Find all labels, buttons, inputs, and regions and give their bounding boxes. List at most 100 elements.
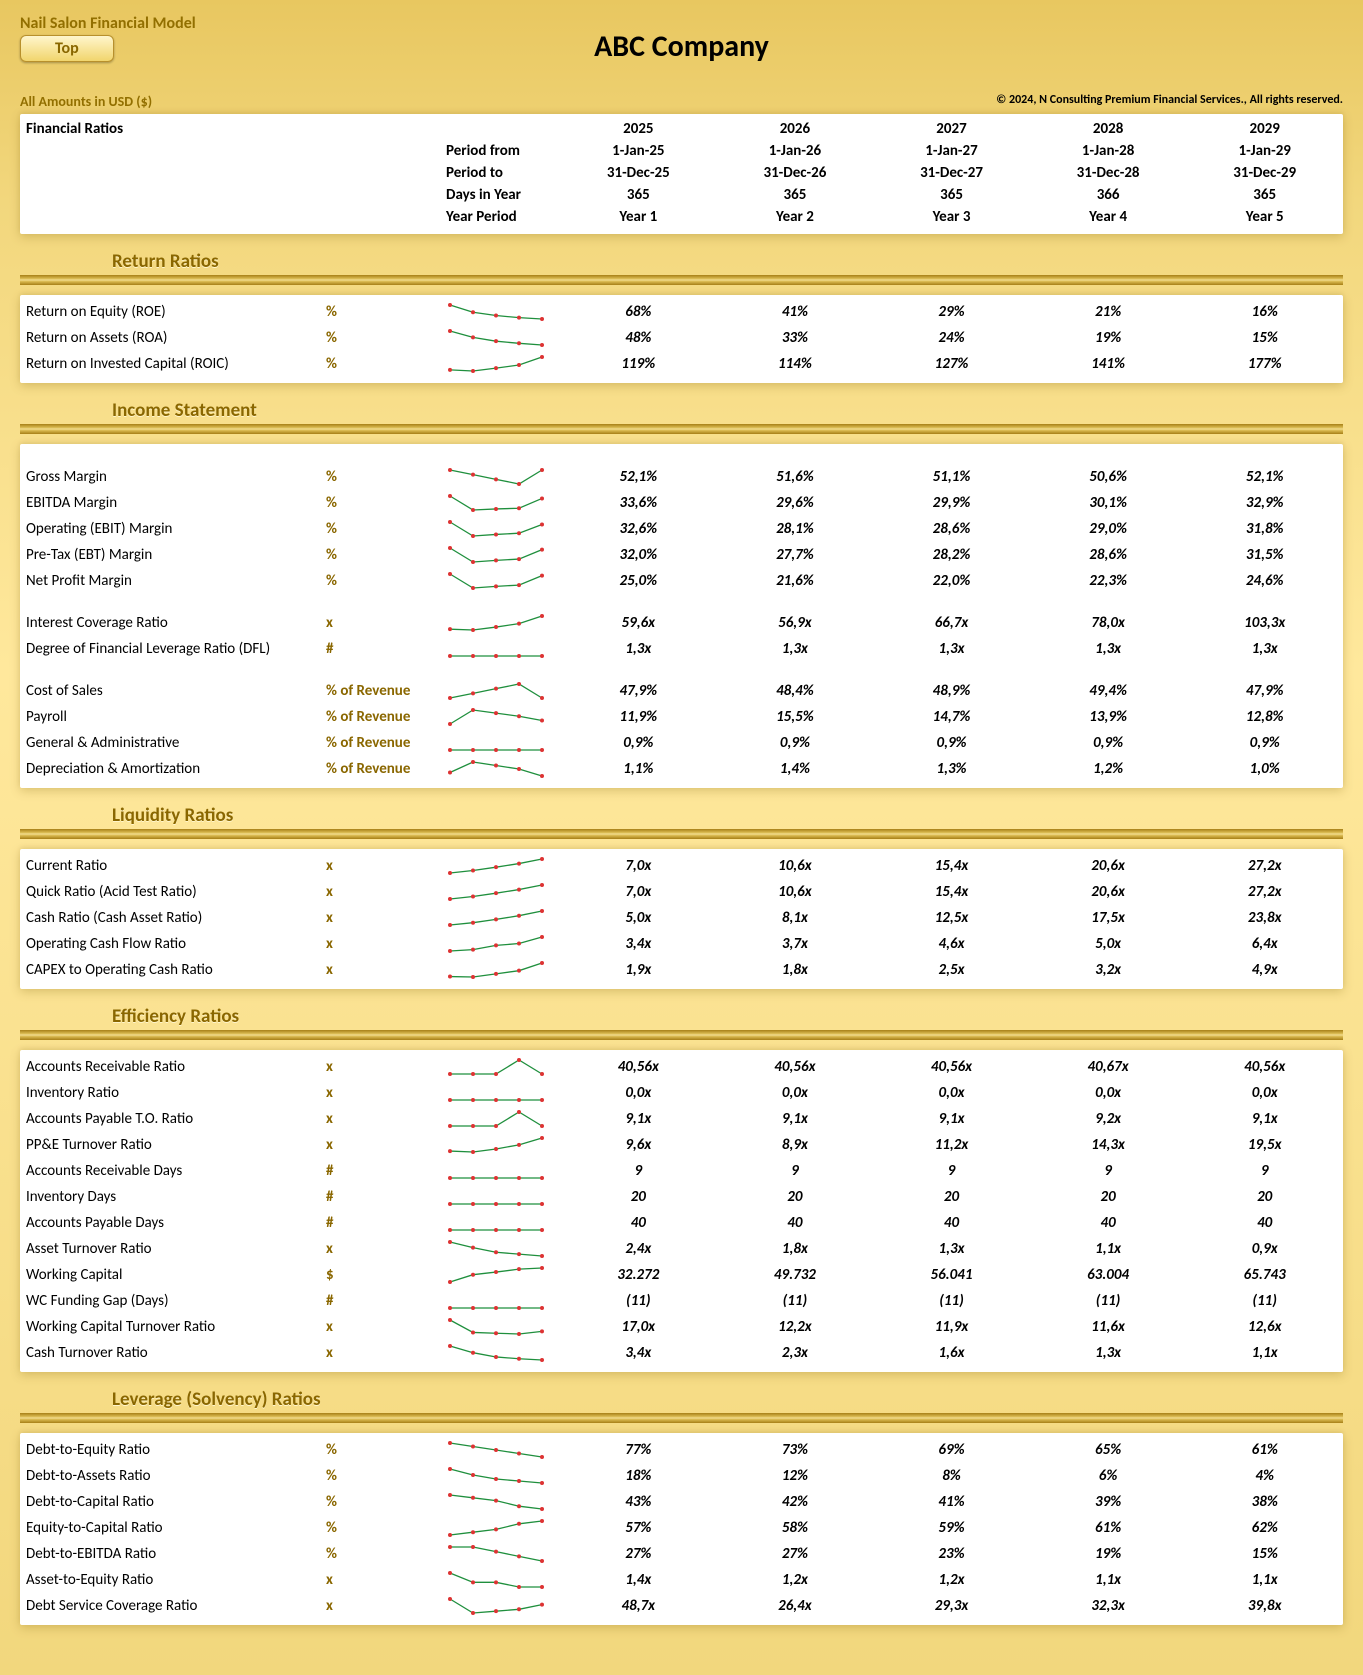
ratio-value: 1,1x: [1030, 1236, 1187, 1262]
ratio-value: 57%: [560, 1515, 717, 1541]
ratio-sparkline: [440, 1210, 560, 1236]
ratio-value: 43%: [560, 1489, 717, 1515]
sparkline-icon: [446, 1569, 546, 1591]
ratio-value: 40,56x: [1186, 1054, 1343, 1080]
ratio-value: 8,9x: [717, 1132, 874, 1158]
sparkline-icon: [446, 301, 546, 323]
top-button[interactable]: Top: [20, 35, 114, 62]
ratio-unit: %: [320, 568, 440, 594]
ratio-row: Return on Equity (ROE)%68%41%29%21%16%: [20, 299, 1343, 325]
ratio-value: 40: [560, 1210, 717, 1236]
copyright-label: © 2024, N Consulting Premium Financial S…: [996, 93, 1343, 110]
ratio-value: 22,3%: [1030, 568, 1187, 594]
ratio-sparkline: [440, 299, 560, 325]
ratio-row: Debt-to-Capital Ratio%43%42%41%39%38%: [20, 1489, 1343, 1515]
ratio-value: 19%: [1030, 325, 1187, 351]
ratio-value: 52,1%: [1186, 464, 1343, 490]
ratio-sparkline: [440, 568, 560, 594]
ratio-sparkline: [440, 1262, 560, 1288]
meta-row: Period to31-Dec-2531-Dec-2631-Dec-2731-D…: [20, 162, 1343, 184]
meta-value: Year 3: [873, 206, 1030, 228]
ratio-unit: % of Revenue: [320, 730, 440, 756]
meta-value: Year 4: [1030, 206, 1187, 228]
ratio-value: 2,4x: [560, 1236, 717, 1262]
ratio-row: Operating Cash Flow Ratiox3,4x3,7x4,6x5,…: [20, 931, 1343, 957]
ratio-value: 48,9%: [873, 678, 1030, 704]
ratio-label: Debt-to-EBITDA Ratio: [20, 1541, 320, 1567]
ratio-row: Cost of Sales% of Revenue47,9%48,4%48,9%…: [20, 678, 1343, 704]
ratio-value: 0,0x: [873, 1080, 1030, 1106]
ratio-value: 1,8x: [717, 1236, 874, 1262]
ratio-label: General & Administrative: [20, 730, 320, 756]
meta-row: Year PeriodYear 1Year 2Year 3Year 4Year …: [20, 206, 1343, 228]
meta-value: 31-Dec-25: [560, 162, 717, 184]
ratio-sparkline: [440, 1158, 560, 1184]
ratio-unit: %: [320, 1541, 440, 1567]
meta-value: 31-Dec-27: [873, 162, 1030, 184]
ratio-sparkline: [440, 516, 560, 542]
ratio-value: 0,0x: [1030, 1080, 1187, 1106]
ratio-value: 17,0x: [560, 1314, 717, 1340]
ratio-unit: x: [320, 957, 440, 983]
ratio-sparkline: [440, 1132, 560, 1158]
meta-value: 365: [1186, 184, 1343, 206]
ratio-value: 20,6x: [1030, 853, 1187, 879]
divider-band: [20, 1413, 1343, 1423]
sparkline-icon: [446, 1543, 546, 1565]
ratio-unit: $: [320, 1262, 440, 1288]
ratio-unit: x: [320, 905, 440, 931]
ratio-value: 65.743: [1186, 1262, 1343, 1288]
ratio-row: Payroll% of Revenue11,9%15,5%14,7%13,9%1…: [20, 704, 1343, 730]
ratio-row: Accounts Payable T.O. Ratiox9,1x9,1x9,1x…: [20, 1106, 1343, 1132]
ratio-value: 8%: [873, 1463, 1030, 1489]
ratio-row: Interest Coverage Ratiox59,6x56,9x66,7x7…: [20, 610, 1343, 636]
ratio-row: Accounts Receivable Ratiox40,56x40,56x40…: [20, 1054, 1343, 1080]
ratio-label: Gross Margin: [20, 464, 320, 490]
meta-label: Year Period: [440, 206, 560, 228]
ratio-value: 68%: [560, 299, 717, 325]
ratio-value: 18%: [560, 1463, 717, 1489]
ratio-value: 1,3x: [560, 636, 717, 662]
ratio-row: Return on Assets (ROA)%48%33%24%19%15%: [20, 325, 1343, 351]
meta-label: Period from: [440, 140, 560, 162]
ratio-value: 40,56x: [717, 1054, 874, 1080]
company-name: ABC Company: [20, 28, 1343, 65]
meta-row: Period from1-Jan-251-Jan-261-Jan-271-Jan…: [20, 140, 1343, 162]
ratio-value: 66,7x: [873, 610, 1030, 636]
ratio-value: 40,56x: [560, 1054, 717, 1080]
ratio-label: Current Ratio: [20, 853, 320, 879]
sparkline-icon: [446, 933, 546, 955]
ratio-value: 11,9x: [873, 1314, 1030, 1340]
ratio-row: WC Funding Gap (Days)#(11)(11)(11)(11)(1…: [20, 1288, 1343, 1314]
ratio-unit: #: [320, 636, 440, 662]
ratio-value: 5,0x: [1030, 931, 1187, 957]
ratio-value: 29%: [873, 299, 1030, 325]
ratio-value: 40: [1186, 1210, 1343, 1236]
ratio-value: 56,9x: [717, 610, 874, 636]
sparkline-icon: [446, 1056, 546, 1078]
ratio-value: 10,6x: [717, 853, 874, 879]
ratio-value: 28,2%: [873, 542, 1030, 568]
ratio-unit: % of Revenue: [320, 678, 440, 704]
ratio-sparkline: [440, 1541, 560, 1567]
ratio-label: Equity-to-Capital Ratio: [20, 1515, 320, 1541]
ratio-sparkline: [440, 351, 560, 377]
ratio-value: 28,6%: [873, 516, 1030, 542]
ratio-value: 11,2x: [873, 1132, 1030, 1158]
ratio-value: 32,0%: [560, 542, 717, 568]
ratio-value: 69%: [873, 1437, 1030, 1463]
ratio-unit: x: [320, 1236, 440, 1262]
ratio-unit: %: [320, 464, 440, 490]
ratio-value: 0,9%: [1030, 730, 1187, 756]
ratio-unit: %: [320, 1463, 440, 1489]
meta-value: Year 2: [717, 206, 874, 228]
ratio-unit: #: [320, 1210, 440, 1236]
section-panel: Gross Margin%52,1%51,6%51,1%50,6%52,1%EB…: [20, 444, 1343, 788]
ratio-label: Debt-to-Equity Ratio: [20, 1437, 320, 1463]
ratio-row: Asset Turnover Ratiox2,4x1,8x1,3x1,1x0,9…: [20, 1236, 1343, 1262]
section-panel: Debt-to-Equity Ratio%77%73%69%65%61%Debt…: [20, 1433, 1343, 1625]
sparkline-icon: [446, 1160, 546, 1182]
ratio-label: Cash Turnover Ratio: [20, 1340, 320, 1366]
sparkline-icon: [446, 959, 546, 981]
meta-value: 31-Dec-29: [1186, 162, 1343, 184]
